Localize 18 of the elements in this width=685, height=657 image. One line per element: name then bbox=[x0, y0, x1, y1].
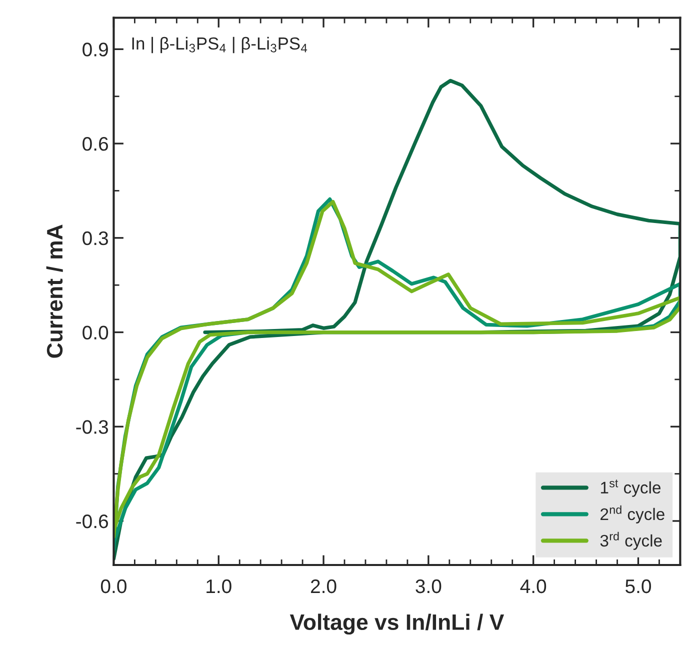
x-tick-label: 5.0 bbox=[626, 579, 651, 594]
y-tick-label: 0.0 bbox=[82, 326, 108, 340]
x-tick-label: 4.0 bbox=[520, 579, 546, 594]
y-tick-label: 0.3 bbox=[82, 231, 108, 246]
y-tick-label: -0.3 bbox=[76, 420, 108, 434]
y-axis-title: Current / mA bbox=[46, 224, 63, 358]
y-tick-label: 0.6 bbox=[82, 137, 108, 151]
x-tick-label: 3.0 bbox=[416, 579, 442, 594]
y-tick-label: -0.6 bbox=[76, 514, 108, 528]
x-tick-label: 0.0 bbox=[100, 579, 126, 594]
y-tick-label: 0.9 bbox=[82, 42, 108, 56]
legend-label: 2$^{nd}$ cycle bbox=[600, 505, 664, 524]
x-axis-title: Voltage vs In/InLi / V bbox=[290, 614, 504, 635]
x-tick-label: 1.0 bbox=[206, 579, 232, 594]
legend-label: 3$^{rd}$ cycle bbox=[600, 532, 662, 550]
x-tick-label: 2.0 bbox=[310, 579, 336, 594]
annotation: In | β-Li$_{3}$PS$_{4}$ | β-Li$_{3}$PS$_{4}$ bbox=[132, 36, 308, 54]
legend-label: 1$^{st}$ cycle bbox=[600, 480, 661, 497]
